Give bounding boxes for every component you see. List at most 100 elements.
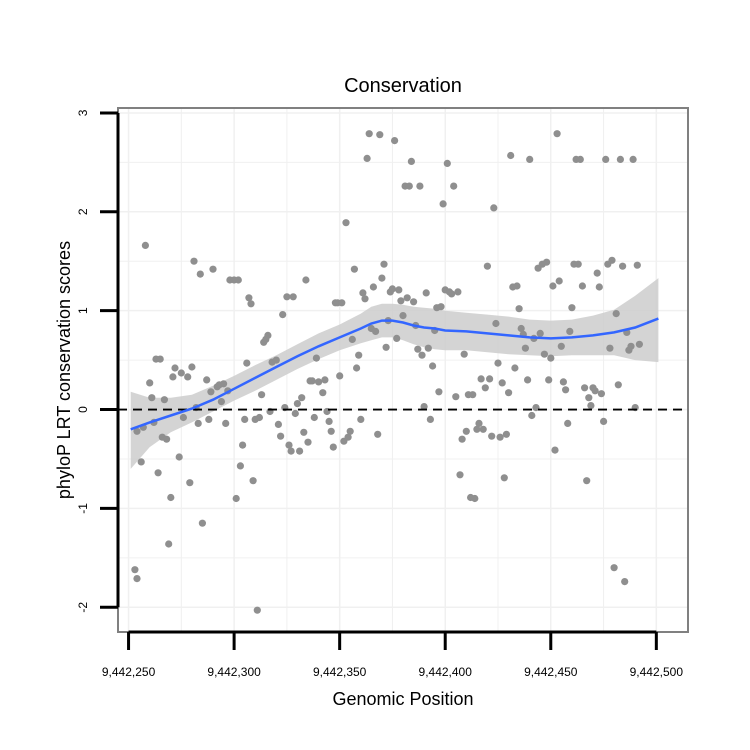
y-tick-label: -2 (76, 602, 90, 613)
data-point (450, 182, 458, 190)
data-point (507, 151, 515, 160)
x-tick-label: 9,442,250 (102, 665, 156, 679)
data-point (376, 131, 384, 139)
data-point (203, 376, 211, 384)
data-point (160, 396, 168, 404)
data-point (131, 566, 139, 574)
data-point (469, 391, 477, 399)
data-point (568, 304, 576, 312)
data-point (416, 182, 424, 190)
data-point (443, 159, 451, 167)
data-point (194, 419, 202, 427)
data-point (422, 289, 430, 297)
data-point (606, 344, 614, 352)
data-point (610, 564, 618, 572)
data-point (236, 462, 244, 470)
data-point (363, 154, 371, 162)
data-point (279, 311, 287, 319)
data-point (536, 329, 544, 337)
data-point (559, 378, 568, 386)
data-point (359, 289, 367, 297)
data-point (243, 359, 251, 367)
data-point (272, 356, 280, 364)
data-point (350, 265, 358, 273)
data-point (418, 351, 426, 359)
data-point (515, 305, 523, 313)
data-point (329, 443, 337, 451)
data-point (133, 427, 141, 435)
data-point (388, 285, 396, 293)
data-point (629, 155, 637, 163)
data-point (540, 350, 549, 358)
data-point (574, 260, 582, 268)
data-point (511, 364, 519, 372)
data-point (566, 327, 574, 335)
data-point (264, 331, 272, 339)
data-point (616, 155, 625, 163)
data-point (403, 294, 411, 302)
data-point (344, 433, 352, 441)
data-point (186, 479, 194, 487)
data-point (420, 403, 428, 411)
data-point (521, 344, 530, 352)
data-point (234, 276, 242, 284)
data-point (342, 219, 350, 227)
data-point (576, 155, 584, 163)
data-point (148, 394, 156, 402)
data-point (274, 420, 282, 428)
data-point (188, 363, 196, 371)
data-point (614, 381, 622, 389)
data-point (220, 380, 228, 388)
data-point (564, 419, 572, 427)
data-point (207, 388, 215, 396)
data-point (137, 458, 145, 466)
data-point (581, 384, 589, 392)
data-point (209, 265, 217, 273)
data-point (454, 288, 462, 296)
y-tick-label: 3 (76, 109, 90, 116)
data-point (633, 261, 641, 269)
data-point (302, 276, 310, 284)
data-point (549, 282, 557, 290)
data-point (353, 364, 361, 372)
data-point (481, 384, 489, 392)
data-point (562, 386, 570, 394)
x-tick-label: 9,442,300 (207, 665, 261, 679)
data-point (410, 298, 418, 306)
data-point (336, 372, 344, 380)
data-point (471, 494, 479, 503)
data-point (293, 400, 301, 408)
data-point (163, 435, 171, 443)
data-point (222, 419, 230, 427)
data-point (391, 137, 399, 145)
data-point (414, 345, 422, 353)
data-point (310, 413, 318, 422)
data-point (258, 391, 266, 399)
y-tick-label: -1 (76, 503, 90, 514)
data-point (382, 343, 390, 351)
data-point (300, 428, 308, 436)
data-point (283, 293, 291, 301)
data-point (146, 379, 154, 387)
data-point (585, 394, 593, 402)
data-point (479, 425, 487, 433)
data-point (365, 130, 373, 138)
data-point (319, 389, 327, 397)
data-point (528, 411, 536, 420)
data-point (545, 376, 553, 384)
data-point (348, 335, 356, 343)
data-point (338, 299, 346, 307)
data-point (378, 274, 386, 282)
data-point (486, 375, 494, 383)
data-point (380, 260, 388, 268)
data-point (505, 389, 513, 397)
data-point (473, 425, 481, 433)
data-point (255, 413, 263, 422)
data-point (621, 578, 629, 586)
data-point (513, 282, 521, 290)
data-point (619, 262, 627, 270)
data-point (312, 354, 320, 362)
y-tick-label: 0 (76, 406, 90, 413)
data-point (595, 283, 603, 291)
